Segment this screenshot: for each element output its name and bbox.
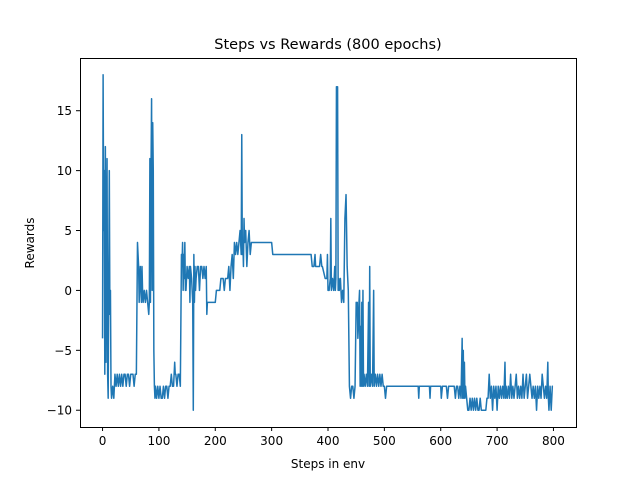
y-tick-label: −10 [47, 404, 72, 418]
x-tick-label: 0 [99, 434, 107, 448]
x-axis-ticks: 0 100 200 300 400 500 600 700 800 [99, 427, 565, 448]
x-tick-label: 600 [429, 434, 452, 448]
x-tick-label: 500 [373, 434, 396, 448]
x-tick-label: 700 [486, 434, 509, 448]
y-tick-label: 15 [57, 104, 72, 118]
plot-area [101, 74, 554, 411]
y-tick-label: 0 [64, 284, 72, 298]
x-tick-label: 100 [147, 434, 170, 448]
y-tick-label: 10 [57, 164, 72, 178]
y-axis-ticks: −10 −5 0 5 10 15 [47, 104, 80, 418]
x-axis-label: Steps in env [291, 457, 365, 471]
x-tick-label: 400 [317, 434, 340, 448]
series-line [101, 74, 554, 411]
y-tick-label: 5 [64, 224, 72, 238]
x-tick-label: 200 [204, 434, 227, 448]
chart-title: Steps vs Rewards (800 epochs) [214, 37, 441, 53]
y-tick-label: −5 [54, 344, 72, 358]
x-tick-label: 300 [260, 434, 283, 448]
y-axis-label: Rewards [23, 218, 37, 269]
x-tick-label: 800 [542, 434, 565, 448]
